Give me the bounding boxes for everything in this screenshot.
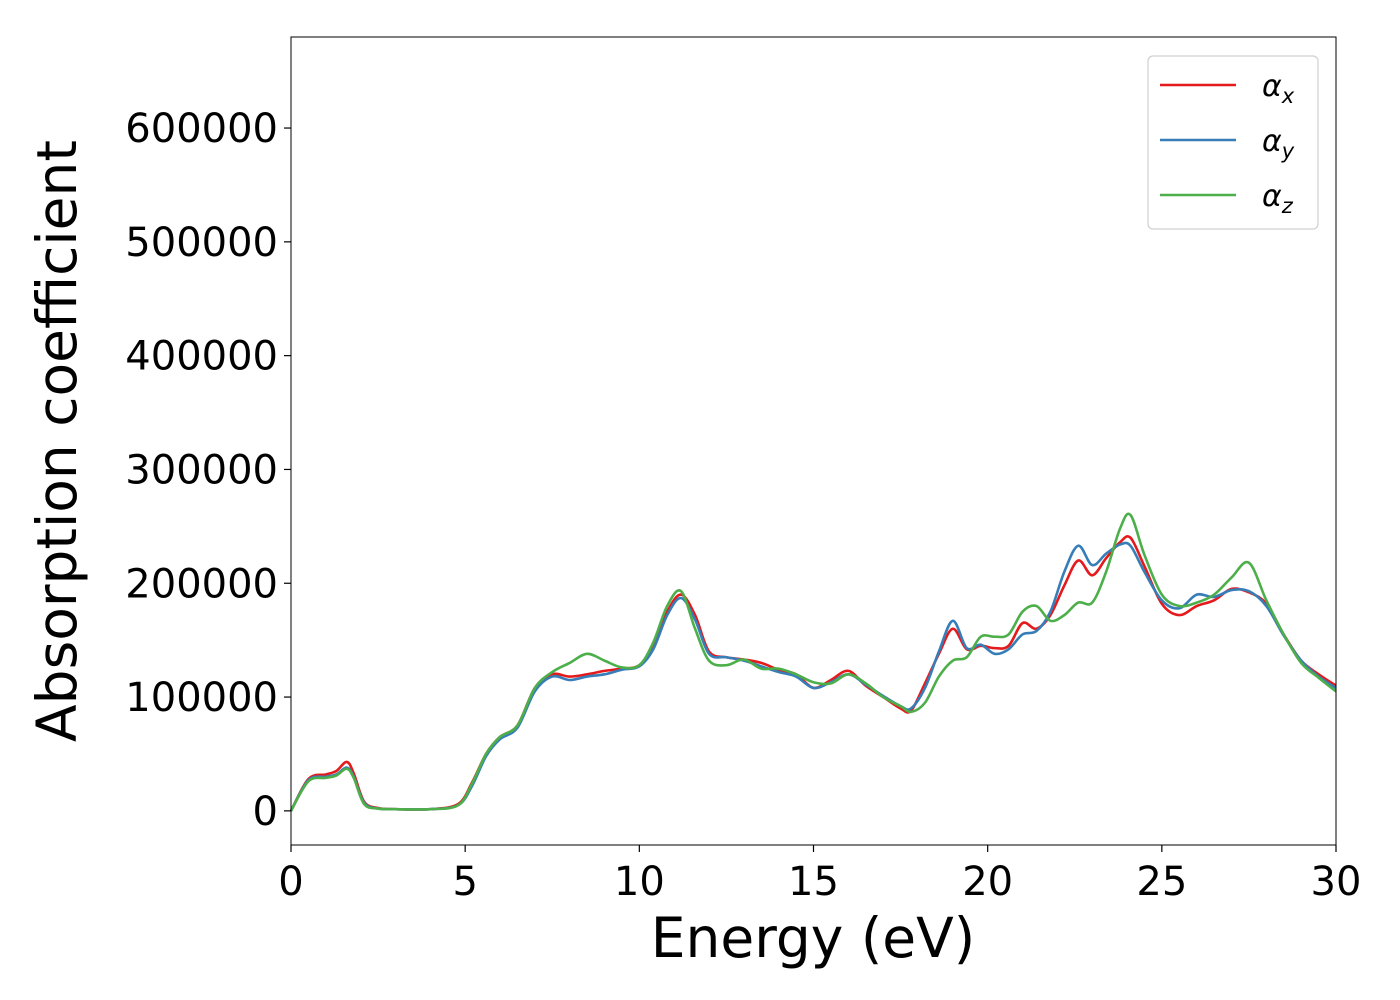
y-tick-label: 200000 (125, 561, 278, 607)
x-axis-title: Energy (eV) (651, 906, 975, 970)
series-line-y (289, 541, 1337, 812)
x-tick-label: 10 (614, 859, 665, 905)
legend-box (1147, 55, 1319, 230)
plot-lines (289, 512, 1337, 812)
y-tick-label: 0 (253, 789, 278, 835)
x-tick-label: 5 (452, 859, 477, 905)
x-tick-label: 0 (278, 859, 303, 905)
series-line-z (289, 512, 1337, 812)
y-tick-label: 100000 (125, 675, 278, 721)
y-tick-label: 500000 (125, 220, 278, 266)
y-axis: 0 100000 200000 300000 400000 500000 600000 (125, 106, 291, 835)
x-tick-label: 15 (788, 859, 839, 905)
y-axis-title: Absorption coefficient (25, 140, 89, 742)
x-tick-label: 30 (1311, 859, 1362, 905)
x-tick-label: 25 (1136, 859, 1187, 905)
series-line-x (289, 535, 1337, 812)
x-tick-label: 20 (962, 859, 1013, 905)
y-tick-label: 400000 (125, 334, 278, 380)
y-tick-label: 600000 (125, 106, 278, 152)
y-tick-label: 300000 (125, 447, 278, 493)
x-axis: 0 5 10 15 20 25 30 (278, 845, 1361, 905)
